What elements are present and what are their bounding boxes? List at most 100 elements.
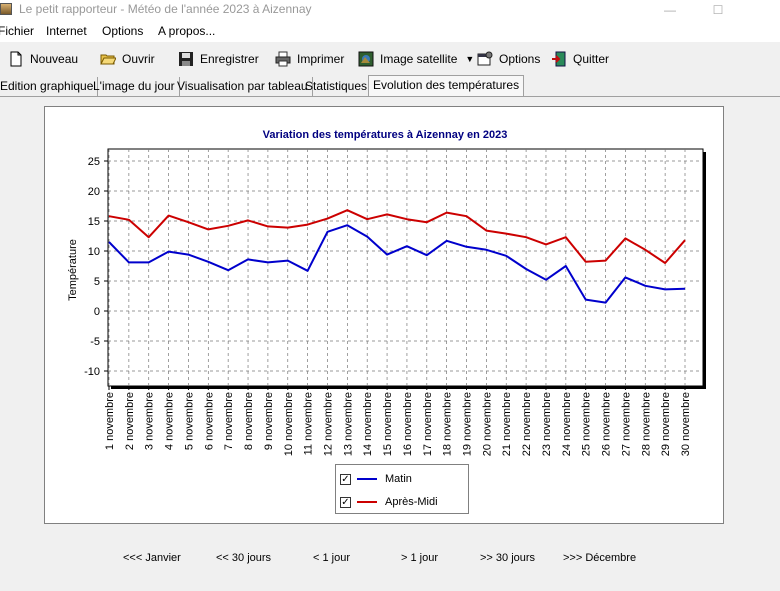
legend-item-apres-midi[interactable]: ✓ Après-Midi	[340, 494, 438, 510]
x-tick-label: 16 novembre	[402, 392, 414, 456]
window-title: Le petit rapporteur - Météo de l'année 2…	[19, 2, 312, 16]
x-tick-label: 27 novembre	[620, 392, 632, 456]
legend-checkbox-matin[interactable]: ✓	[340, 473, 351, 485]
x-tick-label: 5 novembre	[183, 392, 195, 450]
series-line-apres-midi	[108, 209, 686, 264]
x-tick-label: 3 novembre	[144, 392, 156, 450]
tab-visualisation-tableau[interactable]: Visualisation par tableau	[173, 77, 313, 96]
x-tick-label: 23 novembre	[541, 392, 553, 456]
x-tick-label: 21 novembre	[501, 392, 513, 456]
title-bar: Le petit rapporteur - Météo de l'année 2…	[0, 0, 780, 20]
x-tick-label: 14 novembre	[362, 392, 374, 456]
y-tick-label: 10	[88, 246, 100, 258]
nouveau-label: Nouveau	[30, 52, 79, 66]
x-tick-label: 29 novembre	[660, 392, 672, 456]
tab-image-du-jour[interactable]: L'image du jour	[89, 77, 180, 96]
y-tick-label: 15	[88, 216, 100, 228]
options-button[interactable]: Options	[477, 49, 540, 69]
y-tick-label: 20	[88, 186, 100, 198]
x-tick-label: 28 novembre	[640, 392, 652, 456]
exit-door-icon	[551, 51, 567, 67]
tab-edition-graphique[interactable]: Edition graphique	[0, 77, 99, 96]
ouvrir-label: Ouvrir	[122, 52, 155, 66]
nav-back-1-button[interactable]: < 1 jour	[313, 552, 350, 564]
nav-janvier-button[interactable]: <<< Janvier	[123, 552, 181, 564]
new-document-icon	[8, 51, 24, 67]
legend: ✓ Matin ✓ Après-Midi	[335, 464, 469, 514]
chart-panel: Variation des températures à Aizennay en…	[44, 106, 724, 524]
tab-statistiques[interactable]: Statistiques	[301, 77, 373, 96]
options-window-icon	[477, 51, 493, 67]
x-tick-label: 13 novembre	[342, 392, 354, 456]
menu-a-propos[interactable]: A propos...	[158, 24, 216, 38]
x-tick-label: 8 novembre	[243, 392, 255, 450]
chevron-down-icon: ▼	[465, 54, 475, 64]
save-disk-icon	[178, 51, 194, 67]
printer-icon	[275, 51, 291, 67]
y-axis-label: Température	[67, 239, 79, 301]
tab-panel-border	[0, 96, 780, 97]
quitter-label: Quitter	[573, 52, 610, 66]
ouvrir-button[interactable]: Ouvrir	[100, 49, 155, 69]
x-tick-label: 4 novembre	[164, 392, 176, 450]
x-tick-label: 10 novembre	[283, 392, 295, 456]
nav-forward-30-button[interactable]: >> 30 jours	[480, 552, 536, 564]
menu-options[interactable]: Options	[102, 24, 144, 38]
legend-label-apres-midi: Après-Midi	[385, 496, 438, 508]
x-tick-label: 19 novembre	[462, 392, 474, 456]
y-tick-label: 5	[94, 276, 100, 288]
y-tick-label: -10	[84, 366, 100, 378]
x-tick-label: 9 novembre	[263, 392, 275, 450]
y-tick-label: 25	[88, 156, 100, 168]
open-folder-icon	[100, 51, 117, 67]
nouveau-button[interactable]: Nouveau	[8, 49, 78, 69]
nav-back-30-button[interactable]: << 30 jours	[216, 552, 272, 564]
legend-item-matin[interactable]: ✓ Matin	[340, 471, 412, 487]
legend-swatch-apres-midi	[357, 501, 377, 503]
imprimer-button[interactable]: Imprimer	[275, 49, 344, 69]
y-tick-label: -5	[90, 336, 100, 348]
quitter-button[interactable]: Quitter	[551, 49, 609, 69]
x-tick-label: 11 novembre	[303, 392, 315, 455]
tab-evolution-temperatures[interactable]: Evolution des températures	[368, 75, 525, 97]
x-tick-label: 17 novembre	[422, 392, 434, 456]
plot-area	[107, 148, 704, 387]
x-tick-label: 30 novembre	[680, 392, 692, 456]
image-satellite-label: Image satellite	[380, 52, 458, 66]
temperature-chart: Variation des températures à Aizennay en…	[67, 129, 706, 456]
x-tick-label: 2 novembre	[124, 392, 136, 450]
image-satellite-button[interactable]: Image satellite ▼	[358, 49, 474, 69]
enregistrer-button[interactable]: Enregistrer	[178, 49, 259, 69]
x-tick-label: 24 novembre	[561, 392, 573, 456]
imprimer-label: Imprimer	[297, 52, 345, 66]
nav-forward-1-button[interactable]: > 1 jour	[401, 552, 438, 564]
y-tick-label: 0	[94, 306, 100, 318]
x-tick-label: 6 novembre	[203, 392, 215, 450]
legend-label-matin: Matin	[385, 473, 412, 485]
x-tick-label: 1 novembre	[104, 392, 116, 450]
x-tick-label: 25 novembre	[581, 392, 593, 456]
x-tick-label: 20 novembre	[481, 392, 493, 456]
nav-decembre-button[interactable]: >>> Décembre	[563, 552, 637, 564]
x-tick-label: 26 novembre	[601, 392, 613, 456]
menu-internet[interactable]: Internet	[46, 24, 87, 38]
legend-swatch-matin	[357, 478, 377, 480]
series-line-matin	[108, 224, 686, 304]
x-tick-label: 7 novembre	[223, 392, 235, 450]
chart-title: Variation des températures à Aizennay en…	[263, 129, 508, 141]
x-tick-label: 12 novembre	[322, 392, 334, 456]
toolbar: Nouveau Ouvrir Enregistrer Imprimer Imag…	[0, 43, 780, 73]
legend-checkbox-apres-midi[interactable]: ✓	[340, 496, 351, 508]
app-icon	[0, 3, 12, 15]
satellite-image-icon	[358, 51, 374, 67]
tab-strip: Edition graphique L'image du jour Visual…	[0, 75, 780, 97]
x-tick-label: 15 novembre	[382, 392, 394, 456]
options-label: Options	[499, 52, 541, 66]
x-tick-label: 22 novembre	[521, 392, 533, 456]
minimize-button[interactable]: —	[664, 3, 676, 17]
menu-bar: Fichier Internet Options A propos...	[0, 20, 780, 42]
menu-fichier[interactable]: Fichier	[0, 24, 35, 38]
enregistrer-label: Enregistrer	[200, 52, 259, 66]
maximize-button[interactable]: ☐	[712, 3, 724, 17]
x-tick-label: 18 novembre	[442, 392, 454, 456]
